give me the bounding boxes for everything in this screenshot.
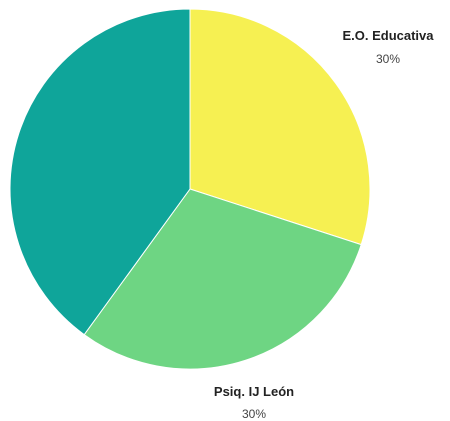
slice-percent-psiq-ij-leon: 30% — [242, 407, 266, 421]
pie-slice-e-o-educativa — [189, 8, 371, 246]
pie-slice-psiq-ij-le-n — [83, 188, 362, 370]
slices-layer — [9, 8, 371, 370]
pie-slice-unlabeled — [9, 8, 191, 336]
slice-label-psiq-ij-leon: Psiq. IJ León — [214, 384, 294, 399]
slice-label-eo-educativa: E.O. Educativa — [342, 28, 434, 43]
slice-percent-eo-educativa: 30% — [376, 52, 400, 66]
